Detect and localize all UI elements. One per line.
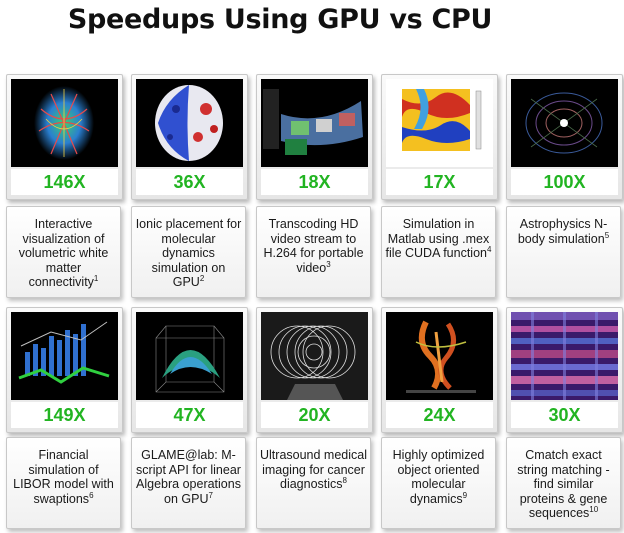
description-box-1: Interactive visualization of volumetric … — [6, 206, 121, 298]
footnote-ref: 9 — [462, 490, 468, 500]
page-title: Speedups Using GPU vs CPU — [67, 4, 493, 35]
financial-chart-image — [11, 312, 118, 400]
description-text: Interactive visualization of volumetric … — [18, 217, 109, 289]
speedup-card-6: 149X — [6, 307, 123, 433]
description-text: Financial simulation of LIBOR model with… — [13, 448, 114, 506]
description-box-6: Financial simulation of LIBOR model with… — [6, 437, 121, 529]
speedup-card-1: 146X — [6, 74, 123, 200]
ultrasound-image — [261, 312, 368, 400]
description-text: Ultrasound medical imaging for cancer di… — [260, 448, 367, 491]
description-box-5: Astrophysics N-body simulation5 — [506, 206, 621, 298]
description-text: Highly optimized object oriented molecul… — [392, 448, 485, 506]
surface-plot-image — [136, 312, 243, 400]
footnote-ref: 4 — [486, 244, 492, 254]
speedup-value: 24X — [386, 402, 493, 428]
speedup-card-8: 20X — [256, 307, 373, 433]
description-box-9: Highly optimized object oriented molecul… — [381, 437, 496, 529]
nbody-simulation-image — [511, 79, 618, 167]
speedup-card-4: 17X — [381, 74, 498, 200]
matlab-simulation-plot-image — [386, 79, 493, 167]
speedup-card-2: 36X — [131, 74, 248, 200]
speedup-card-9: 24X — [381, 307, 498, 433]
description-box-10: Cmatch exact string matching - find simi… — [506, 437, 621, 529]
speedup-value: 146X — [11, 169, 118, 195]
speedup-card-7: 47X — [131, 307, 248, 433]
description-box-7: GLAME@lab: M-script API for linear Algeb… — [131, 437, 246, 529]
description-text: Cmatch exact string matching - find simi… — [517, 448, 610, 520]
description-text: Simulation in Matlab using .mex file CUD… — [385, 217, 490, 260]
speedup-card-5: 100X — [506, 74, 623, 200]
speedup-value: 100X — [511, 169, 618, 195]
footnote-ref: 6 — [89, 490, 94, 500]
description-text: Transcoding HD video stream to H.264 for… — [263, 217, 364, 275]
speedup-card-10: 30X — [506, 307, 623, 433]
speedup-value: 20X — [261, 402, 368, 428]
description-box-8: Ultrasound medical imaging for cancer di… — [256, 437, 371, 529]
description-text: GLAME@lab: M-script API for linear Algeb… — [136, 448, 241, 506]
footnote-ref: 10 — [589, 504, 599, 514]
speedup-value: 18X — [261, 169, 368, 195]
footnote-ref: 1 — [93, 273, 99, 283]
footnote-ref: 2 — [199, 273, 205, 283]
video-transcoding-image — [261, 79, 368, 167]
footnote-ref: 7 — [208, 490, 213, 500]
footnote-ref: 8 — [342, 475, 347, 485]
brain-connectivity-image — [11, 79, 118, 167]
molecular-surface-image — [136, 79, 243, 167]
description-box-2: Ionic placement for molecular dynamics s… — [131, 206, 246, 298]
description-text: Ionic placement for molecular dynamics s… — [135, 217, 242, 289]
footnote-ref: 3 — [326, 259, 331, 269]
speedup-value: 149X — [11, 402, 118, 428]
description-text: Astrophysics N-body simulation — [517, 217, 608, 246]
speedup-value: 30X — [511, 402, 618, 428]
footnote-ref: 5 — [604, 230, 610, 240]
sequence-matrix-image — [511, 312, 618, 400]
speedup-value: 36X — [136, 169, 243, 195]
protein-structure-image — [386, 312, 493, 400]
description-box-4: Simulation in Matlab using .mex file CUD… — [381, 206, 496, 298]
description-box-3: Transcoding HD video stream to H.264 for… — [256, 206, 371, 298]
speedup-value: 17X — [386, 169, 493, 195]
speedup-card-3: 18X — [256, 74, 373, 200]
speedup-value: 47X — [136, 402, 243, 428]
